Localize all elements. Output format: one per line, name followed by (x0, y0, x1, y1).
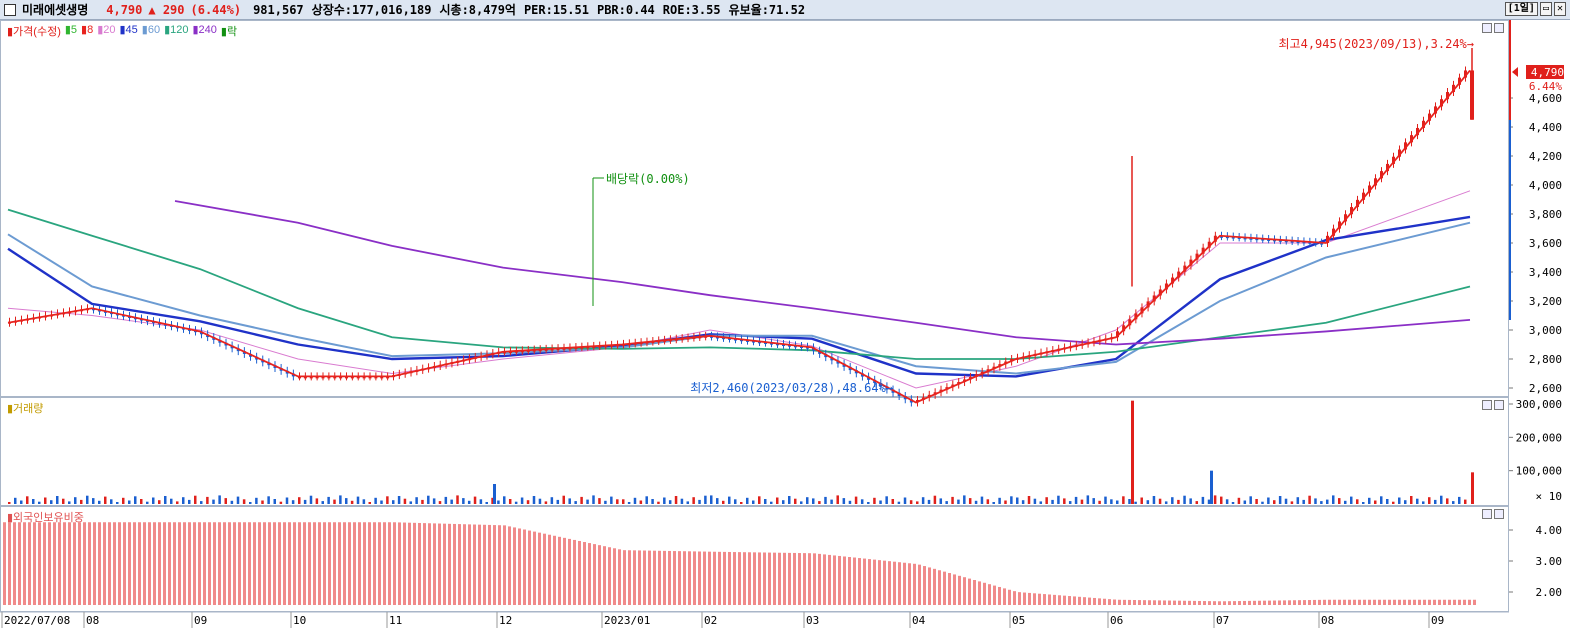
price-axis-label: 3,000 (1529, 324, 1562, 337)
current-price: 4,790 (106, 2, 143, 17)
foreign-axis-label: 2.00 (1536, 586, 1563, 599)
x-axis-label: 09 (1431, 614, 1444, 627)
period-button[interactable]: [1일] (1504, 2, 1538, 16)
price-legend: ▮가격(수정) ▮5 ▮8 ▮20 ▮45 ▮60 ▮120 ▮240 ▮락 (7, 23, 237, 39)
foreign-legend: ▮외국인보유비중 (7, 512, 84, 524)
info-reserve-ratio: 유보율:71.52 (728, 3, 806, 17)
panel-minimize-button[interactable] (1482, 400, 1492, 410)
price-axis-label: 3,200 (1529, 295, 1562, 308)
info-roe: ROE:3.55 (662, 2, 721, 17)
price-panel: ▮가격(수정) ▮5 ▮8 ▮20 ▮45 ▮60 ▮120 ▮240 ▮락 (0, 20, 1509, 397)
legend-ma45: ▮45 (119, 24, 138, 36)
volume-panel-controls (1482, 400, 1504, 410)
x-axis-label: 06 (1110, 614, 1123, 627)
legend-ma240: ▮240 (192, 24, 217, 36)
select-checkbox[interactable] (4, 3, 16, 16)
info-market-cap: 시총:8,479억 (439, 3, 516, 17)
price-axis-label: 4,000 (1529, 179, 1562, 192)
close-button[interactable]: ✕ (1553, 2, 1566, 16)
volume-legend: ▮거래량 (7, 403, 44, 415)
x-axis-label: 03 (806, 614, 819, 627)
panel-close-button[interactable] (1494, 400, 1504, 410)
legend-ma5: ▮5 (64, 24, 78, 36)
current-price-marker (1512, 67, 1518, 77)
price-axis-label: 3,800 (1529, 208, 1562, 221)
current-pct-tag: 6.44% (1529, 80, 1562, 93)
foreign-axis-label: 4.00 (1536, 524, 1563, 537)
x-axis-label: 10 (293, 614, 306, 627)
panel-close-button[interactable] (1494, 509, 1504, 519)
price-axis-label: 3,400 (1529, 266, 1562, 279)
stock-title-bar: 미래에셋생명 4,790 ▲ 290 (6.44%) 981,567 상장수:1… (0, 0, 1570, 20)
stock-name: 미래에셋생명 (22, 3, 89, 17)
volume-axis-label: 100,000 (1516, 465, 1562, 478)
current-price-box (1526, 65, 1564, 79)
volume-axis-label: 300,000 (1516, 398, 1562, 411)
price-axis-label: 4,400 (1529, 121, 1562, 134)
foreign-panel: ▮외국인보유비중 (0, 506, 1509, 612)
legend-ma120: ▮120 (164, 24, 189, 36)
x-axis-label: 09 (194, 614, 207, 627)
legend-ma20: ▮20 (97, 24, 116, 36)
panel-minimize-button[interactable] (1482, 509, 1492, 519)
info-per: PER:15.51 (523, 2, 589, 17)
panel-minimize-button[interactable] (1482, 23, 1492, 33)
price-axis-label: 3,600 (1529, 237, 1562, 250)
price-axis-label: 2,800 (1529, 353, 1562, 366)
volume-unit: × 10 (1536, 490, 1563, 503)
trade-volume: 981,567 (253, 2, 304, 17)
legend-price: ▮가격(수정) (7, 26, 61, 38)
volume-axis-label: 200,000 (1516, 431, 1562, 444)
volume-panel: ▮거래량 (0, 397, 1509, 506)
x-axis-label: 08 (1321, 614, 1334, 627)
x-axis-label: 08 (86, 614, 99, 627)
x-axis-label: 2022/07/08 (4, 614, 70, 627)
price-panel-controls (1482, 23, 1504, 33)
price-change-pct: (6.44%) (190, 2, 242, 17)
x-axis-label: 02 (704, 614, 717, 627)
price-axis-label: 4,600 (1529, 92, 1562, 105)
legend-ma8: ▮8 (81, 24, 94, 36)
x-axis-label: 04 (912, 614, 926, 627)
foreign-panel-controls (1482, 509, 1504, 519)
legend-dividend: ▮락 (220, 26, 238, 38)
info-listed-shares: 상장수:177,016,189 (311, 3, 432, 17)
x-axis-label: 2023/01 (604, 614, 650, 627)
legend-ma60: ▮60 (141, 24, 161, 36)
panel-close-button[interactable] (1494, 23, 1504, 33)
price-axis-label: 2,600 (1529, 382, 1562, 395)
minimize-button[interactable]: ▭ (1539, 2, 1552, 16)
x-axis-label: 11 (389, 614, 402, 627)
current-price-tag: 4,790 (1531, 66, 1564, 79)
info-pbr: PBR:0.44 (596, 2, 655, 17)
foreign-axis-label: 3.00 (1536, 555, 1563, 568)
x-axis-label: 05 (1012, 614, 1025, 627)
x-axis-label: 07 (1216, 614, 1229, 627)
price-change: ▲ 290 (148, 2, 185, 17)
price-axis-label: 4,200 (1529, 150, 1562, 163)
x-axis-label: 12 (499, 614, 512, 627)
